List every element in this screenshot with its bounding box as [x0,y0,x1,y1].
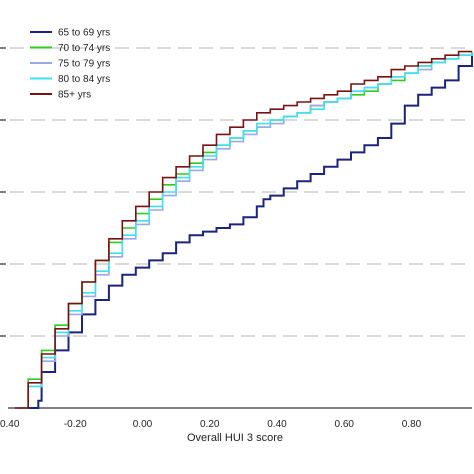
series-line-4 [14,51,473,409]
grid-lines [0,47,472,337]
x-tick-label: -0.40 [0,419,20,430]
x-axis-title: Overall HUI 3 score [187,432,283,444]
x-tick-labels: -0.40 -0.20 0.00 0.20 0.40 0.60 0.80 [0,419,422,430]
legend-label: 80 to 84 yrs [58,74,110,85]
x-tick-label: 0.20 [200,419,220,430]
legend-label: 70 to 74 yrs [58,43,110,54]
legend-label: 85+ yrs [58,90,91,101]
series-line-3 [14,51,473,409]
x-tick-label: 0.60 [334,419,354,430]
series-line-5 [14,50,472,409]
legend: 65 to 69 yrs 70 to 74 yrs 75 to 79 yrs 80 t… [30,28,110,101]
series-line-2 [14,51,473,409]
x-tick-label: 0.00 [133,419,153,430]
x-tick-label: 0.40 [267,419,287,430]
series-lines [14,50,473,409]
legend-label: 75 to 79 yrs [58,59,110,70]
legend-label: 65 to 69 yrs [58,28,110,39]
series-line-1 [21,51,473,409]
x-tick-label: -0.20 [64,419,87,430]
x-tick-label: 0.80 [402,419,422,430]
